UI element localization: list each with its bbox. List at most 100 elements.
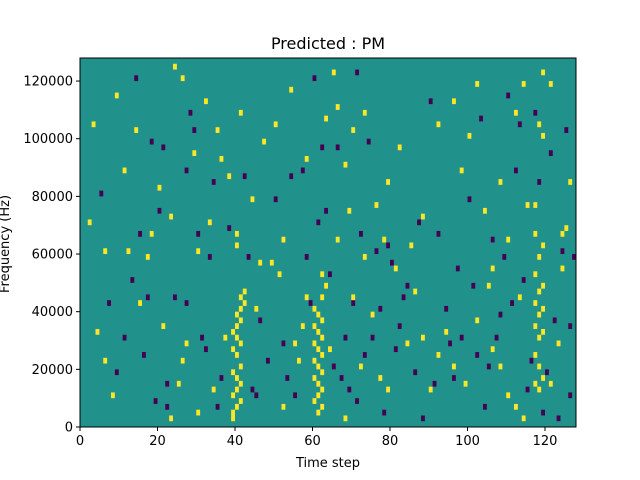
heatmap-cell-low — [254, 392, 259, 399]
heatmap-cell-high — [250, 196, 255, 203]
heatmap-cell-high — [452, 98, 456, 105]
heatmap-cell-low — [300, 167, 305, 174]
y-tick-label: 0 — [65, 421, 73, 436]
heatmap-cell-low — [479, 115, 483, 122]
heatmap-cell-low — [541, 409, 545, 416]
heatmap-cell-low — [355, 398, 359, 404]
heatmap-cell-high — [541, 242, 545, 249]
heatmap-cell-low — [572, 254, 576, 260]
heatmap-cell-high — [173, 63, 177, 70]
heatmap-cell-high — [467, 132, 472, 139]
heatmap-cell-high — [335, 236, 340, 243]
heatmap-cell-high — [300, 323, 305, 329]
heatmap-cell-low — [432, 380, 437, 387]
heatmap-cell-low — [448, 340, 452, 347]
heatmap-cell-high — [227, 173, 232, 180]
chart-title: Predicted : PM — [271, 34, 385, 53]
heatmap-cell-high — [320, 271, 325, 278]
heatmap-cell-low — [455, 265, 460, 272]
heatmap-cell-low — [366, 138, 371, 145]
heatmap-cell-high — [475, 81, 480, 87]
heatmap-cell-low — [533, 109, 538, 116]
heatmap-cell-high — [180, 75, 185, 82]
heatmap-cell-low — [184, 300, 189, 306]
heatmap-cell-high — [405, 340, 410, 347]
heatmap-cell-high — [103, 357, 108, 364]
heatmap-cell-low — [502, 254, 507, 260]
heatmap-cell-high — [235, 323, 239, 329]
heatmap-cell-high — [533, 380, 538, 387]
heatmap-cell-high — [254, 305, 259, 312]
x-tick-label: 120 — [533, 434, 558, 449]
heatmap-cell-high — [180, 357, 185, 364]
heatmap-cell-low — [347, 386, 352, 393]
heatmap-cell-high — [548, 81, 553, 87]
heatmap-cell-high — [87, 219, 92, 226]
heatmap-cell-high — [525, 202, 530, 208]
y-tick-label: 120000 — [23, 75, 73, 90]
heatmap-cell-high — [95, 328, 100, 335]
heatmap-cell-high — [362, 109, 367, 116]
heatmap-cell-low — [165, 403, 170, 410]
heatmap-cell-low — [390, 259, 394, 266]
y-tick-label: 80000 — [32, 190, 73, 205]
heatmap-cell-high — [231, 409, 235, 416]
heatmap-cell-high — [320, 352, 325, 358]
heatmap-cell-low — [99, 190, 104, 197]
heatmap-cell-high — [343, 415, 348, 422]
heatmap-cell-high — [452, 363, 456, 370]
heatmap-cell-high — [421, 334, 425, 341]
heatmap-cell-high — [138, 300, 142, 306]
heatmap-cell-low — [227, 225, 232, 231]
heatmap-cell-high — [335, 104, 340, 110]
heatmap-cell-high — [235, 242, 239, 249]
heatmap-cell-low — [436, 230, 441, 237]
heatmap-cell-low — [258, 317, 263, 324]
y-tick-label: 100000 — [23, 132, 73, 147]
heatmap-cell-high — [506, 236, 511, 243]
heatmap-cell-high — [533, 323, 538, 329]
heatmap-cell-high — [320, 369, 325, 376]
heatmap-cell-low — [529, 357, 534, 364]
heatmap-cell-high — [521, 81, 526, 87]
heatmap-cell-high — [134, 127, 139, 133]
heatmap-cell-high — [169, 415, 173, 422]
y-tick-label: 60000 — [32, 248, 73, 263]
heatmap-cell-low — [184, 167, 189, 174]
heatmap-cell-low — [552, 317, 557, 324]
heatmap-cell-high — [324, 282, 328, 289]
heatmap-cell-low — [382, 409, 387, 416]
heatmap-cell-high — [533, 202, 538, 208]
heatmap-cell-high — [238, 317, 243, 324]
heatmap-cell-low — [122, 334, 127, 341]
heatmap-cell-low — [204, 346, 208, 353]
heatmap-cell-low — [242, 173, 247, 180]
heatmap-cell-high — [483, 207, 487, 214]
heatmap-cell-high — [231, 369, 235, 376]
heatmap-cell-high — [459, 167, 464, 174]
heatmap-cell-high — [231, 328, 235, 335]
heatmap-cell-high — [564, 225, 569, 231]
heatmap-cell-high — [114, 92, 119, 99]
heatmap-cell-high — [328, 346, 332, 353]
heatmap-cell-low — [351, 300, 356, 306]
heatmap-cell-high — [91, 121, 96, 128]
heatmap-cell-high — [273, 121, 278, 128]
heatmap-cell-high — [359, 363, 363, 370]
heatmap-cell-high — [351, 127, 356, 133]
heatmap-cell-high — [560, 230, 565, 237]
heatmap-cell-low — [405, 282, 410, 289]
plot-area — [79, 57, 577, 428]
heatmap-cell-low — [525, 386, 530, 393]
heatmap-cell-low — [130, 277, 135, 283]
heatmap-cell-high — [289, 86, 294, 93]
heatmap-cell-low — [397, 323, 402, 329]
x-tick-label: 20 — [149, 434, 166, 449]
heatmap-cell-low — [401, 294, 406, 301]
heatmap-cell-high — [347, 207, 352, 214]
x-axis-label: Time step — [295, 456, 360, 471]
heatmap-cell-low — [188, 109, 193, 116]
heatmap-cell-low — [510, 300, 514, 306]
heatmap-cell-low — [246, 254, 251, 260]
